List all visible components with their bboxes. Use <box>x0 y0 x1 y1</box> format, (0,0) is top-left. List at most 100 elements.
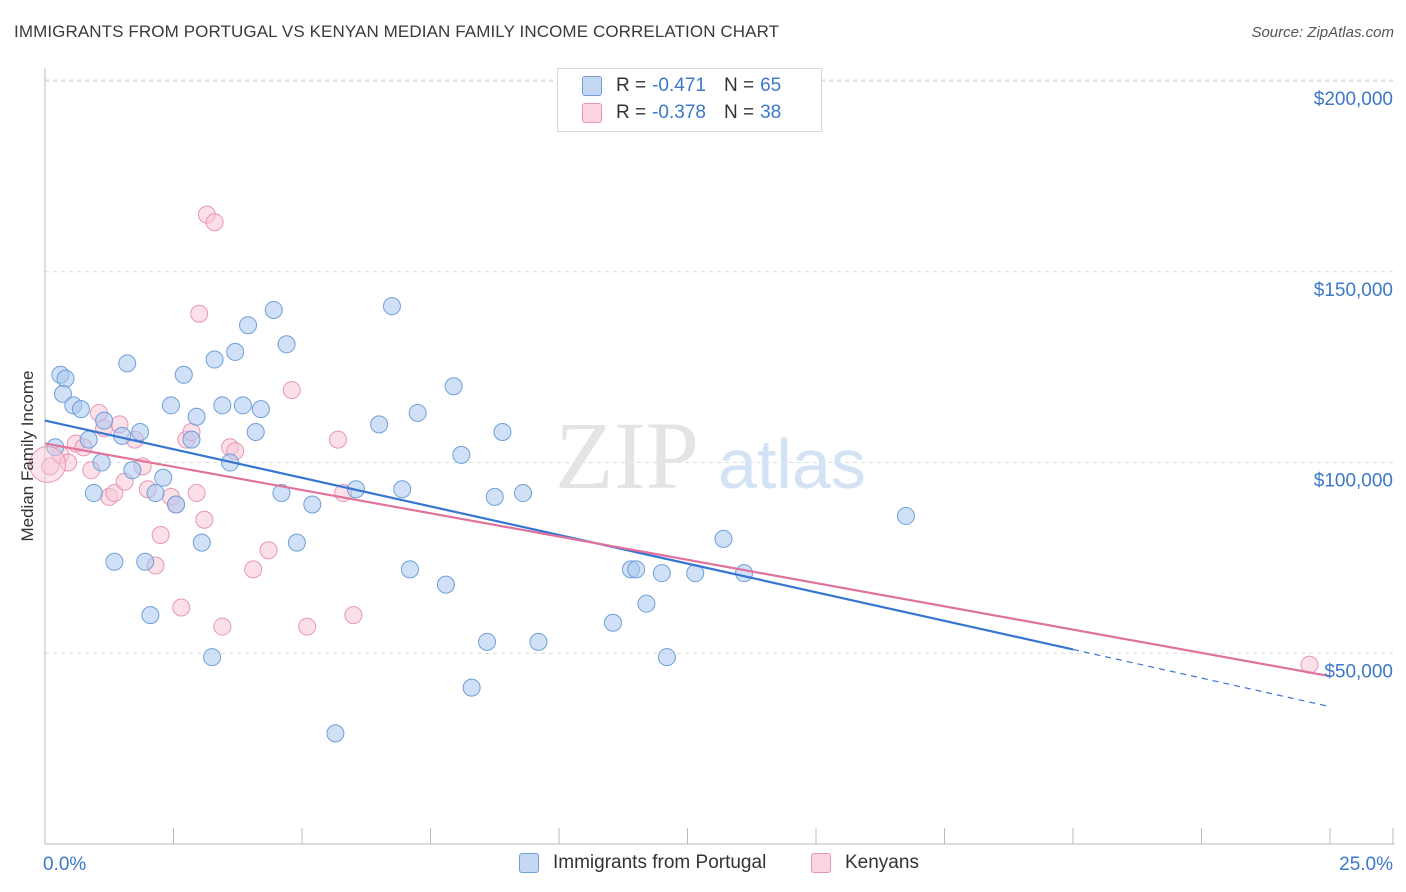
series-legend-kenyans: Kenyans <box>811 852 919 874</box>
portugal-point <box>393 480 412 499</box>
kenyans-point <box>172 598 191 617</box>
portugal-point <box>272 484 291 503</box>
portugal-point <box>529 632 548 651</box>
portugal-point <box>167 495 186 514</box>
portugal-point <box>105 552 124 571</box>
portugal-point <box>652 564 671 583</box>
x-tick-label: 25.0% <box>1339 854 1393 875</box>
zipatlas-watermark: ZIP atlas <box>555 402 866 509</box>
portugal-point <box>287 533 306 552</box>
legend-r-label: R = <box>616 102 647 123</box>
kenyans-point <box>282 381 301 400</box>
portugal-point <box>84 484 103 503</box>
portugal-point <box>251 400 270 419</box>
portugal-trend-extension <box>1072 648 1331 708</box>
portugal-point <box>239 316 258 335</box>
legend-n-label: N = <box>723 102 755 123</box>
portugal-point <box>246 423 265 442</box>
kenyans-point <box>190 304 209 323</box>
portugal-point <box>213 396 232 415</box>
portugal-point <box>326 724 345 743</box>
watermark-atlas: atlas <box>718 425 866 503</box>
portugal-point <box>408 403 427 422</box>
legend-n-value: 38 <box>760 102 782 123</box>
x-tick-label: 0.0% <box>43 854 86 875</box>
portugal-point <box>436 575 455 594</box>
kenyans-point <box>259 541 278 560</box>
portugal-point <box>226 342 245 361</box>
portugal-point <box>131 423 150 442</box>
series-swatch-kenyans <box>811 853 831 873</box>
portugal-point <box>603 613 622 632</box>
portugal-point <box>657 648 676 667</box>
portugal-point <box>462 678 481 697</box>
portugal-point <box>192 533 211 552</box>
legend-swatch-kenyans <box>582 103 602 123</box>
portugal-point <box>154 468 173 487</box>
portugal-point <box>56 369 75 388</box>
portugal-point <box>92 453 111 472</box>
series-legend: Immigrants from Portugal Kenyans <box>0 852 1406 878</box>
watermark-zip: ZIP <box>555 402 699 509</box>
portugal-point <box>444 377 463 396</box>
trend-lines <box>44 419 1331 708</box>
series-label-kenyans: Kenyans <box>845 852 919 873</box>
series-label-portugal: Immigrants from Portugal <box>553 852 767 873</box>
portugal-point <box>174 365 193 384</box>
y-axis-label: Median Family Income <box>18 370 37 542</box>
portugal-point <box>53 384 72 403</box>
legend-r-label: R = <box>616 75 647 96</box>
portugal-point <box>493 423 512 442</box>
series-legend-portugal: Immigrants from Portugal <box>519 852 766 874</box>
kenyans-point <box>41 457 60 476</box>
portugal-trend-line <box>44 419 1074 651</box>
portugal-point <box>896 506 915 525</box>
portugal-point <box>478 632 497 651</box>
legend-n-label: N = <box>723 75 755 96</box>
kenyans-point <box>151 526 170 545</box>
portugal-point <box>400 560 419 579</box>
kenyans-point <box>105 484 124 503</box>
correlation-legend: R = -0.471 N = 65 R = -0.378 N = 38 <box>557 68 822 132</box>
portugal-point <box>514 484 533 503</box>
portugal-point <box>382 297 401 316</box>
chart-title: IMMIGRANTS FROM PORTUGAL VS KENYAN MEDIA… <box>14 22 780 41</box>
portugal-point <box>735 564 754 583</box>
portugal-point <box>182 430 201 449</box>
legend-r-value: -0.378 <box>652 102 706 123</box>
portugal-point <box>141 606 160 625</box>
kenyans-point <box>59 453 78 472</box>
kenyans-point <box>213 617 232 636</box>
kenyans-point <box>328 430 347 449</box>
legend-row-portugal: R = -0.471 N = 65 <box>582 74 781 98</box>
portugal-point <box>205 350 224 369</box>
kenyans-point <box>195 510 214 529</box>
kenyans-point <box>187 484 206 503</box>
portugal-point <box>452 445 471 464</box>
kenyans-point <box>344 606 363 625</box>
portugal-point <box>118 354 137 373</box>
y-tick-label: $50,000 <box>1324 661 1393 682</box>
portugal-point <box>71 400 90 419</box>
tick-labels: $50,000 $100,000 $150,000 $200,000 0.0% 25.0% <box>43 89 1393 875</box>
source-label: Source: ZipAtlas.com <box>1251 24 1394 41</box>
kenyans-point <box>298 617 317 636</box>
kenyans-trend-line <box>44 442 1331 678</box>
legend-swatch-portugal <box>582 76 602 96</box>
series-swatch-portugal <box>519 853 539 873</box>
y-tick-label: $150,000 <box>1314 280 1393 301</box>
portugal-point <box>136 552 155 571</box>
kenyans-point <box>205 213 224 232</box>
legend-n-value: 65 <box>760 75 782 96</box>
portugal-point <box>277 335 296 354</box>
portugal-point <box>146 484 165 503</box>
portugal-point <box>203 648 222 667</box>
portugal-point <box>161 396 180 415</box>
portugal-point <box>79 430 98 449</box>
portugal-point <box>233 396 252 415</box>
portugal-point <box>264 300 283 319</box>
kenyans-point-large <box>29 445 67 483</box>
portugal-point <box>370 415 389 434</box>
kenyans-point <box>244 560 263 579</box>
